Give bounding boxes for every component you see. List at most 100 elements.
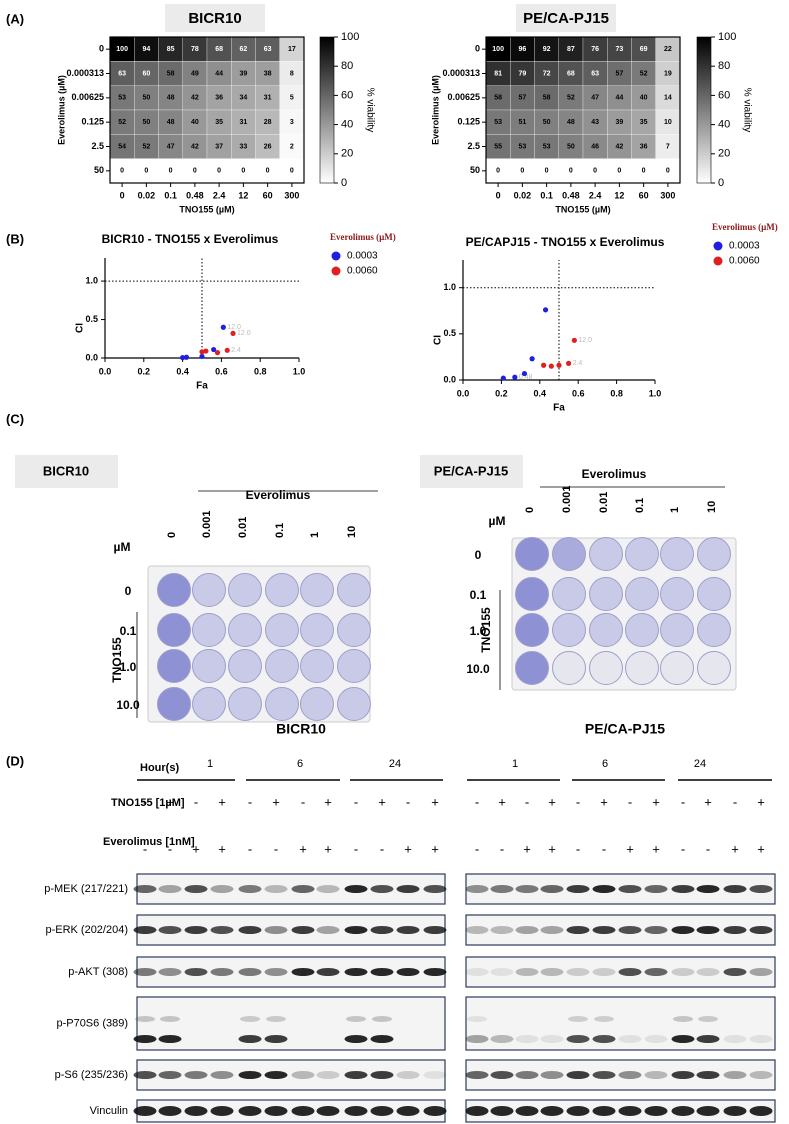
band xyxy=(490,1071,514,1079)
band xyxy=(264,1071,288,1079)
band xyxy=(370,885,394,893)
heatmap-cell xyxy=(607,134,632,159)
cell-value: 0 xyxy=(520,168,524,175)
band xyxy=(240,1016,260,1022)
band xyxy=(540,926,564,934)
band xyxy=(344,968,368,976)
sign: + xyxy=(324,841,332,856)
cell-value: 62 xyxy=(239,46,247,53)
band xyxy=(749,885,773,893)
colorbar-label: % viability xyxy=(741,88,752,132)
sign: - xyxy=(602,841,606,856)
x-tick-label: 1.0 xyxy=(293,366,306,376)
legend-title: Everolimus (µM) xyxy=(712,222,778,232)
cell-value: 0 xyxy=(569,168,573,175)
heatmap-frame xyxy=(109,36,305,184)
cell-value: 0 xyxy=(193,168,197,175)
band xyxy=(644,1035,668,1043)
hour-label: 1 xyxy=(207,758,213,770)
well xyxy=(300,613,334,647)
column-label: 0.1 xyxy=(274,523,286,538)
colorbar-tick-label: 0 xyxy=(718,177,724,189)
colorbar-tick-label: 0 xyxy=(341,177,347,189)
band xyxy=(291,926,315,934)
band xyxy=(592,1035,616,1043)
blot-label: p-P70S6 (389) xyxy=(56,1017,128,1029)
cell-value: 31 xyxy=(264,95,272,102)
cell-value: 68 xyxy=(215,46,223,53)
x-tick-label: 0.6 xyxy=(572,388,585,398)
hour-label: 24 xyxy=(694,758,706,770)
cell-value: 0 xyxy=(217,168,221,175)
colorbar-tick-label: 60 xyxy=(341,89,353,101)
well xyxy=(552,613,586,647)
heatmap-cell xyxy=(582,134,608,159)
cell-value: 47 xyxy=(167,143,175,150)
x-tick-label: 0.6 xyxy=(215,366,228,376)
band xyxy=(592,968,616,976)
cell-value: 42 xyxy=(615,143,623,150)
band xyxy=(396,926,420,934)
cell-value: 37 xyxy=(215,143,223,150)
band xyxy=(135,1016,155,1022)
data-point xyxy=(521,370,528,377)
heatmap-cell xyxy=(558,85,584,111)
heatmap-cell xyxy=(255,158,280,184)
band xyxy=(210,1071,234,1079)
band xyxy=(316,926,340,934)
cell-value: 52 xyxy=(567,95,575,102)
band xyxy=(210,885,234,893)
well xyxy=(625,577,659,611)
cell-value: 39 xyxy=(615,119,623,126)
heatmap-cell xyxy=(279,61,305,86)
data-point xyxy=(500,375,506,381)
heatmap-cell xyxy=(134,158,159,184)
panel-label: (B) xyxy=(6,231,24,246)
y-tick-label: 0.000313 xyxy=(66,68,104,78)
hours-label: Hour(s) xyxy=(140,762,179,774)
well xyxy=(228,613,262,647)
data-point xyxy=(571,337,577,343)
cell-value: 7 xyxy=(666,143,670,150)
data-point xyxy=(203,348,209,354)
band xyxy=(749,1035,773,1043)
band xyxy=(264,1106,288,1116)
well xyxy=(228,687,262,721)
band xyxy=(158,1035,182,1043)
heatmap-cell xyxy=(510,109,535,135)
well xyxy=(515,577,549,611)
cell-value: 0 xyxy=(290,168,294,175)
band xyxy=(644,1071,668,1079)
heatmap-cell xyxy=(534,158,559,184)
heatmap-cell xyxy=(655,134,681,159)
cell-line-label: PE/CA-PJ15 xyxy=(434,463,508,478)
band xyxy=(344,1071,368,1079)
sign: + xyxy=(498,794,506,809)
chart-title: BICR10 - TNO155 x Everolimus xyxy=(102,232,279,246)
data-point xyxy=(220,324,226,330)
sign: - xyxy=(143,794,147,809)
legend-marker xyxy=(331,266,341,276)
x-tick-label: 0 xyxy=(120,190,125,200)
band xyxy=(465,1071,489,1079)
sign: + xyxy=(652,841,660,856)
band xyxy=(618,968,642,976)
sign: + xyxy=(600,794,608,809)
band xyxy=(158,885,182,893)
cell-value: 48 xyxy=(167,95,175,102)
band xyxy=(749,926,773,934)
blot-label: p-ERK (202/204) xyxy=(45,924,128,936)
cell-value: 0 xyxy=(666,168,670,175)
x-tick-label: 0.2 xyxy=(495,388,508,398)
row-title: TNO155 xyxy=(479,607,493,653)
sign: + xyxy=(166,794,174,809)
cell-line-label: BICR10 xyxy=(276,721,326,737)
heatmap-cell xyxy=(109,158,135,184)
well xyxy=(589,613,623,647)
cell-value: 8 xyxy=(290,70,294,77)
cell-value: 14 xyxy=(664,95,672,102)
heatmap-cell xyxy=(206,158,232,184)
heatmap-cell xyxy=(631,36,656,62)
sign: - xyxy=(354,794,358,809)
heatmap-cell xyxy=(582,61,608,86)
